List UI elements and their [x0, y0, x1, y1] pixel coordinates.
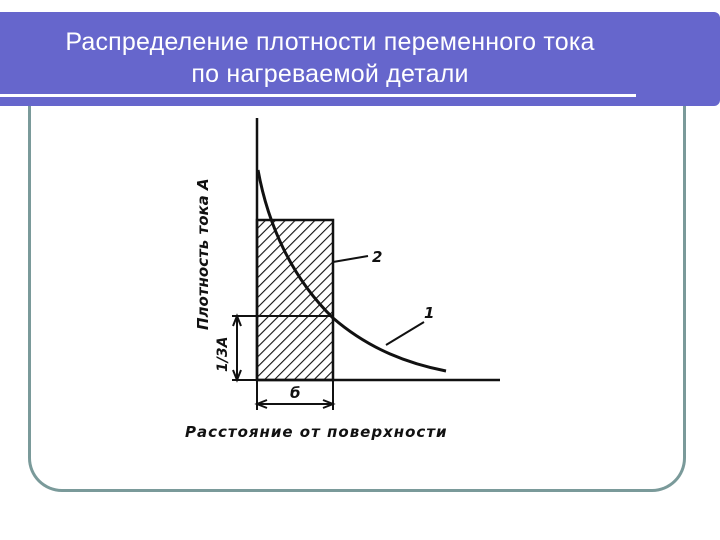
depth-arrow-left — [254, 399, 268, 409]
title-banner — [0, 12, 720, 106]
curve-label: 1 — [424, 304, 434, 322]
slide-title-line-2: по нагреваемой детали — [191, 60, 469, 88]
y-axis-label: Плотность тока А — [194, 178, 212, 330]
slide-title-line-1: Распределение плотности переменного тока — [65, 28, 595, 56]
density-curve — [256, 169, 447, 373]
rect-leader-line — [332, 255, 369, 263]
depth-arrow-right — [322, 399, 336, 409]
x-axis-label: Расстояние от поверхности — [185, 423, 448, 441]
slide-frame — [28, 60, 686, 492]
level-label: 1/3A — [215, 337, 231, 372]
level-arrow-top — [232, 313, 242, 327]
curve-leader-line — [385, 321, 425, 346]
hatched-region — [255, 218, 335, 382]
depth-label: б — [290, 384, 300, 402]
rect-label: 2 — [372, 248, 382, 266]
title-underline — [0, 94, 636, 97]
